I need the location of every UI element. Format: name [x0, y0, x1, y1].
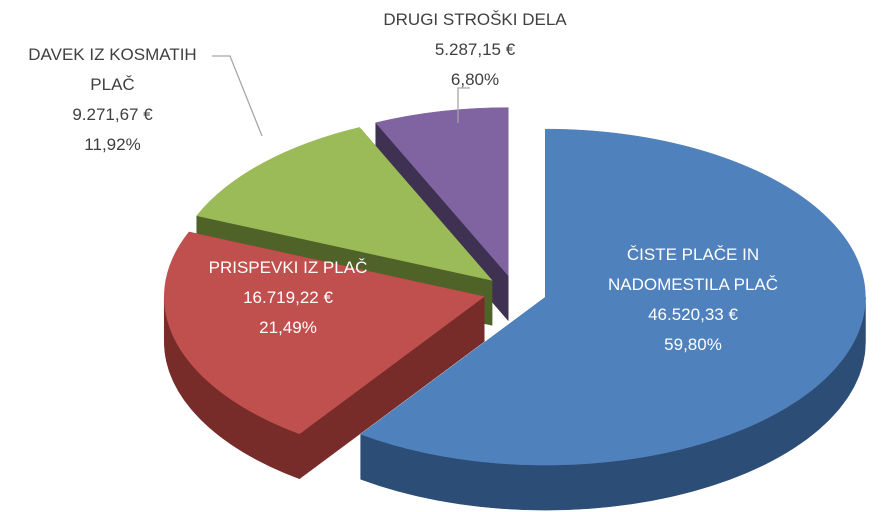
value-label: 5.287,15 € — [434, 40, 516, 59]
category-label: PRISPEVKI IZ PLAČ — [208, 258, 368, 277]
leader-line — [457, 87, 470, 123]
slice-label: DAVEK IZ KOSMATIH PLAČ 9.271,67 € 11,92% — [15, 40, 210, 160]
slice-label: ČISTE PLAČE IN NADOMESTILA PLAČ 46.520,3… — [583, 240, 803, 360]
slices — [163, 107, 866, 511]
value-label: 16.719,22 € — [243, 288, 333, 307]
category-label: DRUGI STROŠKI DELA — [383, 10, 567, 29]
slice — [360, 128, 866, 466]
leader-line — [212, 55, 263, 137]
slice — [196, 127, 493, 281]
percent-label: 59,80% — [664, 335, 722, 354]
percent-label: 21,49% — [259, 318, 317, 337]
percent-label: 11,92% — [84, 135, 141, 154]
slice-label: DRUGI STROŠKI DELA 5.287,15 € 6,80% — [375, 5, 575, 95]
value-label: 46.520,33 € — [648, 305, 738, 324]
category-label: ČISTE PLAČE IN NADOMESTILA PLAČ — [607, 245, 779, 294]
slice — [375, 107, 509, 277]
percent-label: 6,80% — [450, 70, 500, 89]
value-label: 9.271,67 € — [72, 105, 153, 124]
slice — [164, 231, 485, 435]
category-label: DAVEK IZ KOSMATIH PLAČ — [28, 45, 197, 94]
slice-label: PRISPEVKI IZ PLAČ 16.719,22 € 21,49% — [188, 253, 388, 343]
